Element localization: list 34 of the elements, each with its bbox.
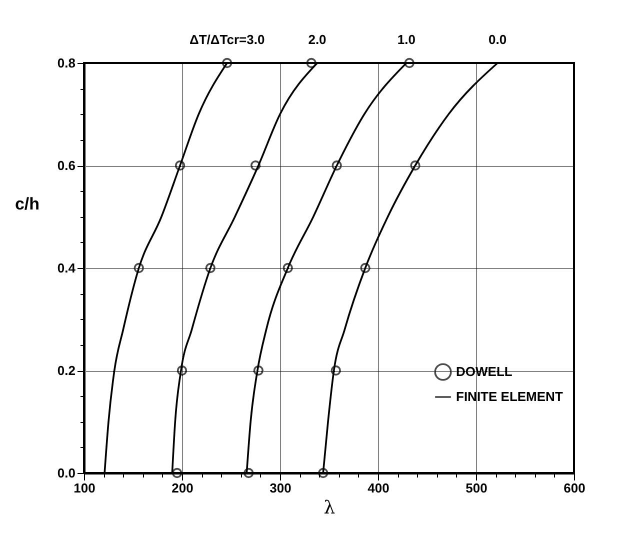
annotation: 1.0 — [397, 32, 416, 47]
y-axis-title: c/h — [14, 194, 40, 214]
legend-label: FINITE ELEMENT — [456, 389, 563, 404]
annotation: 0.0 — [488, 32, 507, 47]
point — [332, 160, 342, 171]
annotation: 2.0 — [308, 32, 326, 47]
point — [244, 468, 254, 478]
x-tick-label: 500 — [466, 480, 488, 496]
x-tick-label: 400 — [368, 480, 390, 496]
x-tick-label: 300 — [270, 480, 292, 496]
y-tick-label: 0.8 — [57, 56, 76, 70]
point — [174, 160, 186, 171]
point — [250, 160, 261, 171]
y-tick-label: 0.4 — [57, 260, 76, 276]
point — [410, 160, 420, 171]
point — [282, 262, 293, 274]
point — [330, 365, 341, 376]
y-tick-label: 0.0 — [57, 466, 76, 480]
x-tick-label: 200 — [172, 480, 194, 496]
point — [222, 58, 232, 68]
y-tick-label: 0.2 — [57, 363, 76, 378]
y-tick-label: 0.6 — [57, 158, 76, 173]
point — [134, 262, 144, 274]
point — [172, 468, 182, 478]
point — [404, 58, 414, 68]
point — [360, 262, 370, 274]
x-tick-label: 600 — [564, 480, 586, 496]
point — [205, 262, 216, 274]
point — [176, 365, 188, 376]
x-axis-title: λ — [324, 498, 336, 518]
point — [318, 468, 328, 478]
point — [253, 365, 264, 376]
annotation: ΔT/ΔTcr=3.0 — [189, 32, 265, 47]
x-tick-label: 100 — [74, 480, 96, 496]
